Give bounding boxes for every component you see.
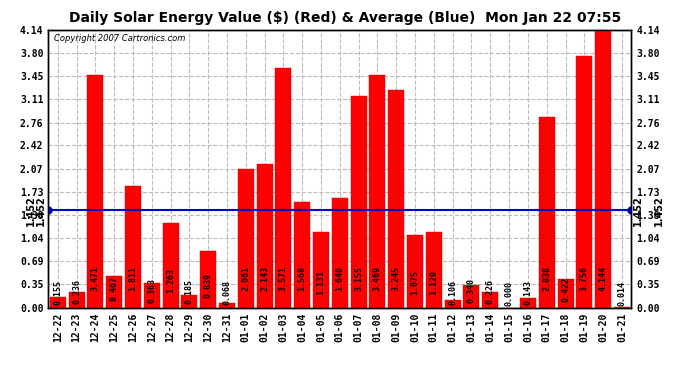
Bar [68, 292, 84, 308]
Text: 0.340: 0.340 [467, 278, 476, 303]
Text: 3.245: 3.245 [392, 266, 401, 291]
Bar [369, 75, 386, 307]
Text: 2.838: 2.838 [542, 266, 551, 291]
Bar [275, 68, 291, 308]
Text: 4.144: 4.144 [599, 266, 608, 291]
Text: 0.185: 0.185 [185, 279, 194, 304]
Text: Copyright 2007 Cartronics.com: Copyright 2007 Cartronics.com [54, 34, 186, 43]
Bar [313, 232, 329, 308]
Text: 0.236: 0.236 [72, 279, 81, 304]
Bar [332, 198, 348, 308]
Bar [351, 96, 366, 308]
Bar [257, 164, 273, 308]
Bar [106, 276, 122, 308]
Text: 1.640: 1.640 [335, 266, 344, 291]
Text: 1.263: 1.263 [166, 268, 175, 294]
Text: 0.143: 0.143 [524, 280, 533, 305]
Text: 1.452: 1.452 [37, 195, 46, 225]
Bar [388, 90, 404, 308]
Text: 1.452: 1.452 [633, 195, 643, 225]
Text: 3.155: 3.155 [354, 266, 363, 291]
Bar [558, 279, 573, 308]
Bar [444, 300, 461, 307]
Text: 1.568: 1.568 [297, 266, 307, 291]
Text: 0.068: 0.068 [222, 280, 231, 306]
Text: 2.143: 2.143 [260, 266, 269, 291]
Bar [200, 251, 216, 308]
Bar [88, 75, 103, 307]
Text: 2.061: 2.061 [241, 266, 250, 291]
Bar [614, 306, 630, 308]
Bar [125, 186, 141, 308]
Bar [464, 285, 480, 308]
Bar [426, 232, 442, 308]
Bar [238, 170, 254, 308]
Text: 1.120: 1.120 [429, 270, 438, 295]
Text: 1.452: 1.452 [26, 195, 36, 225]
Text: 1.131: 1.131 [317, 270, 326, 295]
Text: 0.226: 0.226 [486, 279, 495, 304]
Text: 3.469: 3.469 [373, 266, 382, 291]
Text: 0.014: 0.014 [618, 281, 627, 306]
Text: 0.363: 0.363 [147, 278, 156, 303]
Text: 0.000: 0.000 [504, 281, 513, 306]
Text: 1.811: 1.811 [128, 266, 137, 291]
Bar [219, 303, 235, 307]
Bar [144, 283, 160, 308]
Bar [482, 292, 498, 308]
Text: 3.471: 3.471 [91, 266, 100, 291]
Text: 0.422: 0.422 [561, 277, 570, 302]
Bar [595, 30, 611, 308]
Bar [576, 56, 592, 308]
Text: 0.839: 0.839 [204, 273, 213, 298]
Text: 1.452: 1.452 [654, 195, 664, 225]
Text: 3.756: 3.756 [580, 266, 589, 291]
Text: Daily Solar Energy Value ($) (Red) & Average (Blue)  Mon Jan 22 07:55: Daily Solar Energy Value ($) (Red) & Ave… [69, 11, 621, 25]
Bar [520, 298, 536, 307]
Bar [539, 117, 555, 308]
Text: 0.467: 0.467 [110, 276, 119, 302]
Text: 0.155: 0.155 [53, 280, 62, 304]
Bar [407, 236, 423, 308]
Text: 3.571: 3.571 [279, 266, 288, 291]
Bar [181, 295, 197, 307]
Bar [163, 223, 179, 308]
Text: 1.075: 1.075 [411, 270, 420, 296]
Text: 0.106: 0.106 [448, 280, 457, 305]
Bar [294, 202, 310, 308]
Bar [50, 297, 66, 307]
